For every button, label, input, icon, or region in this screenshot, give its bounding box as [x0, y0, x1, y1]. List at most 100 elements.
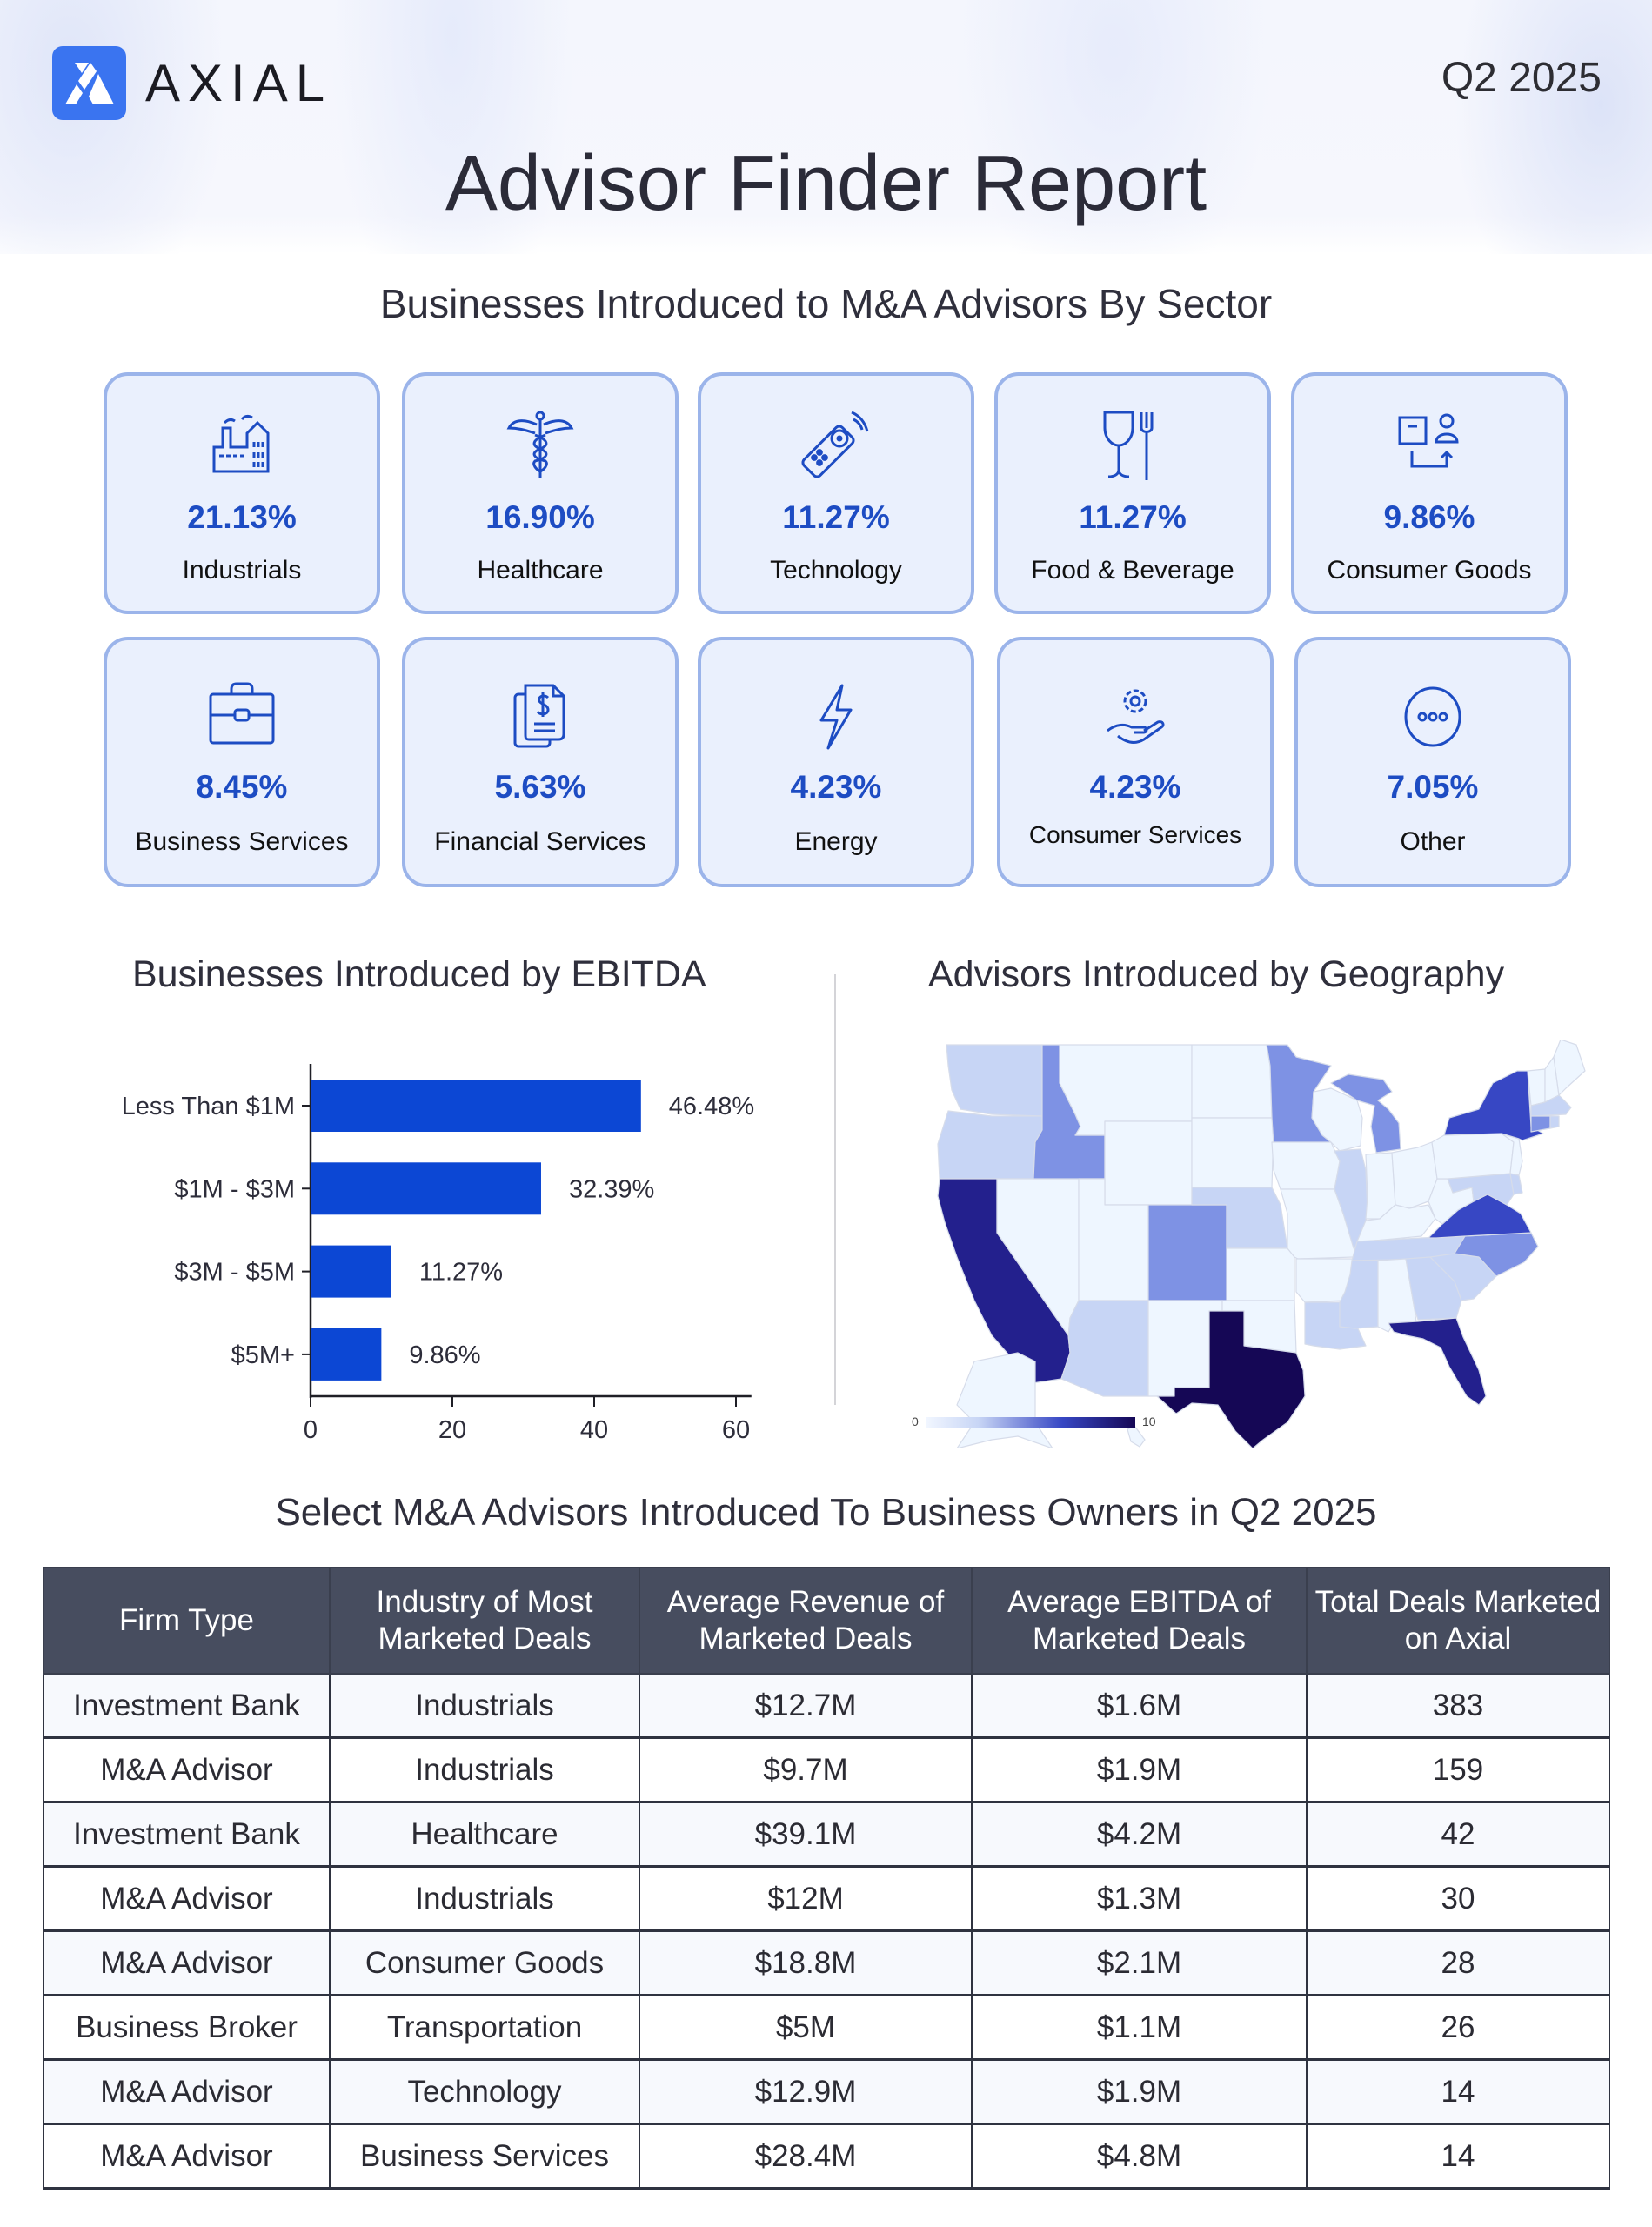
brand-name: AXIAL: [145, 54, 333, 112]
sector-label: Business Services: [135, 827, 349, 856]
sector-percentage: 4.23%: [790, 769, 882, 805]
column-header-total-deals: Total Deals Marketed on Axial: [1306, 1567, 1610, 1675]
firm-type-cell: Investment Bank: [43, 1674, 331, 1739]
state-ny: [1443, 1070, 1544, 1141]
sector-card-other: 7.05% Other: [1294, 637, 1571, 887]
factory-icon: [107, 409, 377, 478]
avg-revenue-cell: $12.7M: [639, 1674, 973, 1739]
sector-card-energy: 4.23% Energy: [698, 637, 974, 887]
bar-value-label: 11.27%: [419, 1259, 503, 1287]
industry-cell: Technology: [329, 2059, 640, 2125]
avg-revenue-cell: $12.9M: [639, 2059, 973, 2125]
firm-type-cell: M&A Advisor: [43, 1737, 331, 1803]
total-deals-cell: 30: [1306, 1866, 1610, 1932]
geography-map-title: Advisors Introduced by Geography: [928, 953, 1505, 995]
state-ct: [1530, 1115, 1551, 1133]
state-ia: [1271, 1141, 1341, 1190]
sector-percentage: 9.86%: [1383, 499, 1475, 535]
avg-revenue-cell: $9.7M: [639, 1737, 973, 1803]
firm-type-cell: M&A Advisor: [43, 1866, 331, 1932]
sector-label: Other: [1400, 827, 1466, 856]
table-header-row: Firm Type Industry of Most Marketed Deal…: [43, 1567, 1610, 1675]
sector-label: Financial Services: [434, 827, 646, 856]
total-deals-cell: 14: [1306, 2123, 1610, 2190]
table-row: Investment Bank Industrials $12.7M $1.6M 383: [43, 1674, 1610, 1739]
firm-type-cell: Investment Bank: [43, 1802, 331, 1868]
caduceus-icon: [405, 409, 675, 478]
state-ks: [1226, 1247, 1295, 1301]
avg-ebitda-cell: $4.2M: [971, 1802, 1308, 1868]
total-deals-cell: 383: [1306, 1674, 1610, 1739]
avg-revenue-cell: $5M: [639, 1995, 973, 2061]
table-row: M&A Advisor Consumer Goods $18.8M $2.1M 28: [43, 1930, 1610, 1996]
total-deals-cell: 26: [1306, 1995, 1610, 2061]
sector-percentage: 5.63%: [494, 769, 586, 805]
state-az: [1060, 1300, 1149, 1397]
legend-min-label: 0: [912, 1414, 919, 1428]
bar: [311, 1162, 541, 1215]
sector-card-industrials: 21.13% Industrials: [104, 372, 380, 614]
briefcase-icon: [107, 682, 377, 752]
industry-cell: Business Services: [329, 2123, 640, 2190]
legend-gradient-bar: [926, 1417, 1135, 1428]
remote-control-icon: [701, 409, 971, 478]
industry-cell: Healthcare: [329, 1802, 640, 1868]
sector-label: Industrials: [182, 556, 302, 585]
table-row: Business Broker Transportation $5M $1.1M 26: [43, 1995, 1610, 2061]
header-banner: [0, 0, 1652, 254]
avg-revenue-cell: $18.8M: [639, 1930, 973, 1996]
x-tick-label: 0: [304, 1416, 318, 1444]
sector-percentage: 11.27%: [1079, 499, 1187, 535]
column-header-firm-type: Firm Type: [43, 1567, 331, 1675]
sector-label: Consumer Goods: [1327, 556, 1532, 585]
sector-section-title: Businesses Introduced to M&A Advisors By…: [379, 281, 1273, 326]
avg-ebitda-cell: $4.8M: [971, 2123, 1308, 2190]
table-row: M&A Advisor Technology $12.9M $1.9M 14: [43, 2059, 1610, 2125]
lightning-icon: [701, 682, 971, 752]
axial-logo-mark-icon: [52, 46, 126, 120]
state-or: [937, 1110, 1043, 1180]
column-header-industry: Industry of Most Marketed Deals: [329, 1567, 640, 1675]
x-tick-label: 60: [722, 1416, 750, 1444]
x-tick-label: 20: [438, 1416, 466, 1444]
state-wy: [1104, 1120, 1193, 1206]
ebitda-chart-title: Businesses Introduced by EBITDA: [132, 953, 706, 995]
state-me: [1553, 1040, 1586, 1096]
firm-type-cell: M&A Advisor: [43, 1930, 331, 1996]
bar: [311, 1328, 382, 1381]
state-sd: [1191, 1117, 1274, 1188]
avg-ebitda-cell: $1.1M: [971, 1995, 1308, 2061]
state-nd: [1191, 1044, 1273, 1119]
sector-card-food-beverage: 11.27% Food & Beverage: [994, 372, 1271, 614]
avg-ebitda-cell: $1.3M: [971, 1866, 1308, 1932]
state-wi: [1311, 1087, 1363, 1152]
avg-ebitda-cell: $1.9M: [971, 2059, 1308, 2125]
avg-ebitda-cell: $1.9M: [971, 1737, 1308, 1803]
legend-max-label: 10: [1142, 1414, 1156, 1428]
ebitda-bar-chart: Less Than $1M 46.48% $1M - $3M 32.39% $3M - …: [122, 1064, 754, 1444]
state-wa: [946, 1044, 1043, 1117]
total-deals-cell: 42: [1306, 1802, 1610, 1868]
sector-card-consumer-goods: 9.86% Consumer Goods: [1291, 372, 1568, 614]
sector-card-business-services: 8.45% Business Services: [104, 637, 380, 887]
sector-percentage: 21.13%: [187, 499, 297, 535]
table-row: Investment Bank Healthcare $39.1M $4.2M 42: [43, 1802, 1610, 1868]
state-fl: [1388, 1317, 1487, 1406]
total-deals-cell: 28: [1306, 1930, 1610, 1996]
y-tick-label: Less Than $1M: [122, 1093, 295, 1120]
state-tx: [1156, 1310, 1306, 1448]
column-header-avg-revenue: Average Revenue of Marketed Deals: [639, 1567, 973, 1675]
table-section-title: Select M&A Advisors Introduced To Busine…: [275, 1491, 1377, 1534]
table-row: M&A Advisor Industrials $12M $1.3M 30: [43, 1866, 1610, 1932]
report-period: Q2 2025: [1441, 55, 1602, 101]
avg-revenue-cell: $12M: [639, 1866, 973, 1932]
sector-card-healthcare: 16.90% Healthcare: [402, 372, 679, 614]
avg-ebitda-cell: $1.6M: [971, 1674, 1308, 1739]
bar-value-label: 9.86%: [409, 1341, 480, 1369]
sector-percentage: 8.45%: [196, 769, 288, 805]
industry-cell: Industrials: [329, 1674, 640, 1739]
page-title: Advisor Finder Report: [445, 140, 1207, 227]
avg-revenue-cell: $39.1M: [639, 1802, 973, 1868]
sector-label: Healthcare: [477, 556, 604, 585]
section-divider: [834, 974, 836, 1405]
